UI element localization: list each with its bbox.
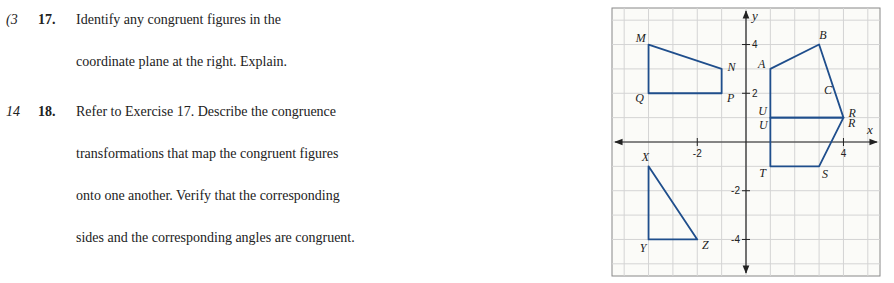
y-axis-label: y bbox=[750, 8, 758, 23]
figures bbox=[649, 45, 844, 240]
grid-line bbox=[746, 8, 747, 276]
vertex-label: N bbox=[726, 60, 736, 74]
vertex-label: Y bbox=[640, 241, 648, 255]
vertex-label: P bbox=[726, 91, 735, 105]
y-tick bbox=[742, 44, 750, 45]
plot-frame bbox=[612, 8, 880, 276]
y-tick bbox=[742, 93, 750, 94]
page: (3 17. Identify any congruent figures in t… bbox=[0, 0, 894, 283]
y-axis bbox=[745, 11, 746, 273]
exercise-text: coordinate plane at the right. Explain. bbox=[76, 54, 287, 69]
figure bbox=[649, 45, 722, 94]
vertex-label: A bbox=[757, 57, 766, 71]
vertex-label: Z bbox=[702, 238, 709, 252]
x-tick bbox=[697, 138, 698, 146]
vertex-label: M bbox=[635, 31, 647, 45]
y-tick bbox=[742, 239, 750, 240]
vertex-label: T bbox=[759, 166, 767, 180]
point-label: C bbox=[824, 83, 833, 97]
y-tick-label: -2 bbox=[731, 185, 740, 196]
margin-number: 14 bbox=[6, 104, 20, 119]
grid bbox=[612, 8, 880, 276]
vertex-label: U bbox=[758, 104, 768, 118]
exercise-text: sides and the corresponding angles are c… bbox=[76, 230, 355, 245]
vertex-label: S bbox=[822, 167, 828, 181]
grid-line bbox=[843, 8, 844, 276]
grid-line bbox=[697, 8, 698, 276]
vertex-label: U bbox=[759, 118, 769, 132]
exercise-text: Identify any congruent figures in the bbox=[76, 12, 281, 27]
x-tick-label: -2 bbox=[693, 148, 702, 159]
vertex-labels: MNPQBAURCXYZRSTU bbox=[635, 28, 857, 254]
vertex-label: B bbox=[819, 28, 827, 42]
y-tick bbox=[742, 190, 750, 191]
grid-line bbox=[612, 190, 880, 191]
vertex-label: X bbox=[641, 150, 650, 164]
figure bbox=[770, 45, 843, 118]
x-tick-label: 4 bbox=[841, 148, 847, 159]
vertex-label: Q bbox=[635, 91, 644, 105]
vertex-label: R bbox=[847, 106, 856, 120]
exercise-text: transformations that map the congruent f… bbox=[76, 146, 338, 161]
figure bbox=[649, 166, 698, 239]
x-axis-label: x bbox=[866, 122, 873, 137]
y-tick-label: -4 bbox=[731, 234, 740, 245]
exercise-number: 18. bbox=[38, 104, 56, 119]
exercise-text: Refer to Exercise 17. Describe the congr… bbox=[76, 104, 336, 119]
y-tick-label: 4 bbox=[752, 39, 758, 50]
exercise-text: onto one another. Verify that the corres… bbox=[76, 188, 340, 203]
y-tick-label: 2 bbox=[752, 88, 758, 99]
x-tick bbox=[843, 138, 844, 146]
margin-number: (3 bbox=[6, 12, 18, 28]
figure bbox=[770, 118, 843, 167]
exercise-number: 17. bbox=[38, 12, 56, 27]
